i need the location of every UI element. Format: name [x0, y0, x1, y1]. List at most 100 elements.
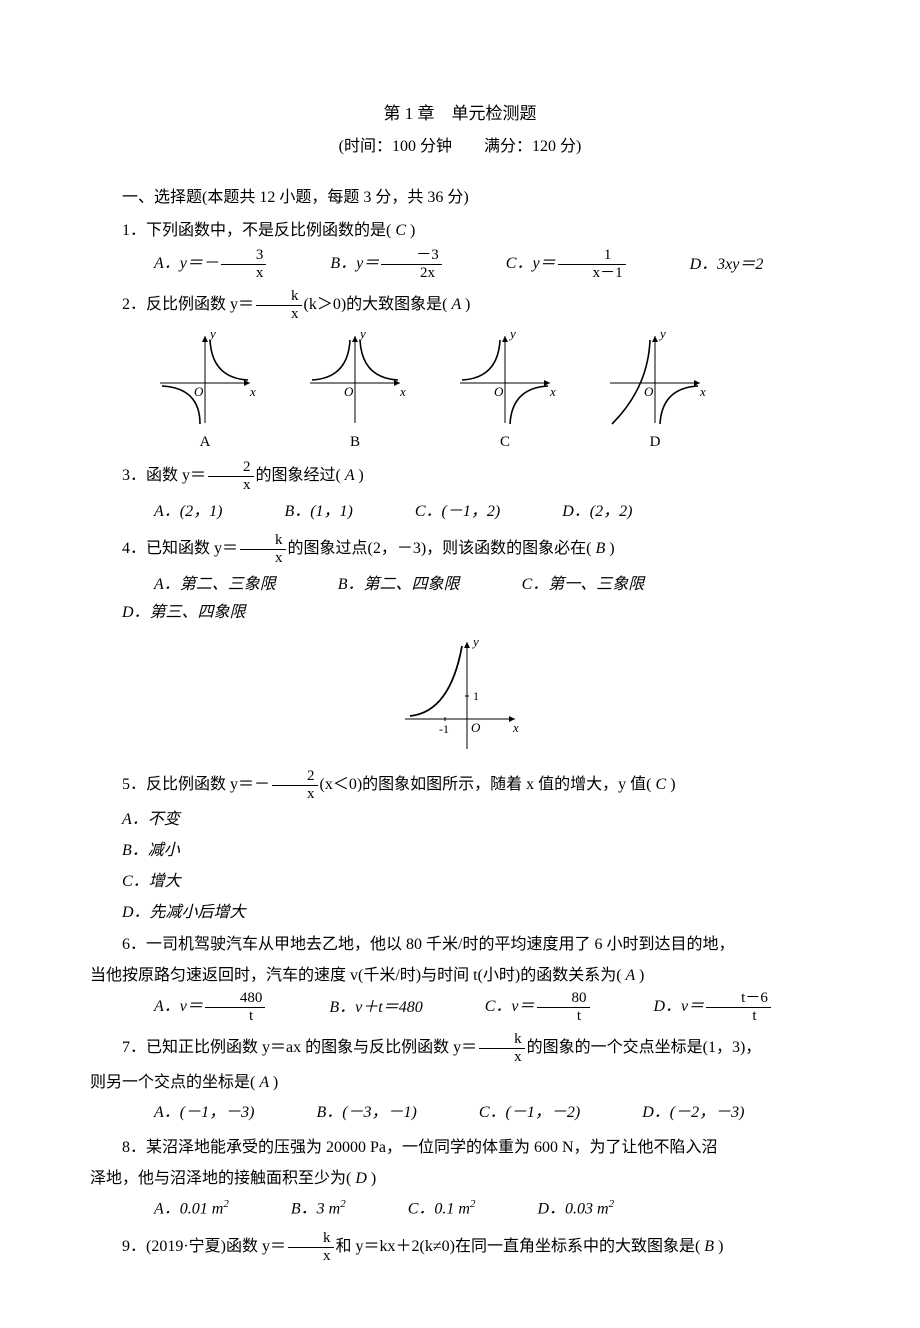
- q2-svg-b: y x O: [300, 328, 410, 428]
- q2-label-b: B: [300, 430, 410, 456]
- svg-text:y: y: [208, 328, 216, 341]
- q1-c-frac: 1x－1: [558, 248, 626, 281]
- q7-line2-pre: 则另一个交点的坐标是(: [90, 1074, 255, 1091]
- q6-line2-text: 当他按原路匀速返回时，汽车的速度 v(千米/时)与时间 t(小时)的函数关系为(: [90, 967, 622, 984]
- q8-line1: 8．某沼泽地能承受的压强为 20000 Pa，一位同学的体重为 600 N，为了…: [90, 1134, 830, 1161]
- q1-options: A．y＝－3x B．y＝－32x C．y＝1x－1 D．3xy＝2: [90, 248, 830, 281]
- q8-opt-a: A．0.01 m2: [122, 1195, 229, 1223]
- q6-opt-c: C．v＝80t: [453, 991, 592, 1024]
- q2-label-d: D: [600, 430, 710, 456]
- q8-options: A．0.01 m2 B．3 m2 C．0.1 m2 D．0.03 m2: [90, 1195, 830, 1223]
- q5-origin: O: [471, 720, 481, 735]
- q5-opt-c: C．增大: [90, 868, 830, 895]
- q5-opt-a: A．不变: [90, 806, 830, 833]
- q9-post: ): [718, 1238, 723, 1255]
- q6-options: A．v＝480t B．v＋t＝480 C．v＝80t D．v＝t－6t: [90, 991, 830, 1024]
- section-1-heading: 一、选择题(本题共 12 小题，每题 3 分，共 36 分): [90, 184, 830, 211]
- q5-opt-b: B．减小: [90, 837, 830, 864]
- q8-line2-pre: 泽地，他与沼泽地的接触面积至少为(: [90, 1170, 351, 1187]
- q5-ytick: 1: [473, 689, 479, 703]
- page-subtitle: (时间：100 分钟 满分：120 分): [90, 133, 830, 160]
- q4-opt-d: D．第三、四象限: [90, 599, 246, 626]
- q2-stem-pre: 2．反比例函数 y＝: [122, 297, 254, 314]
- q4-opt-a: A．第二、三象限: [122, 571, 276, 598]
- q1-opt-c: C．y＝1x－1: [474, 248, 628, 281]
- q2-graph-c: y x O C: [450, 328, 560, 456]
- q2-graph-d: y x O D: [600, 328, 710, 456]
- q3-opt-c: C．(－1，2): [383, 498, 500, 525]
- page-title: 第 1 章 单元检测题: [90, 100, 830, 129]
- svg-text:y: y: [358, 328, 366, 341]
- q6-opt-d: D．v＝t－6t: [622, 991, 773, 1024]
- q7-opt-a: A．(－1，－3): [122, 1099, 254, 1126]
- q1-b-frac: －32x: [381, 248, 442, 281]
- q5-stem-pre: 5．反比例函数 y＝－: [122, 776, 270, 793]
- q1-opt-b: B．y＝－32x: [298, 248, 443, 281]
- svg-text:O: O: [644, 384, 654, 399]
- q5-xtick: -1: [439, 722, 449, 736]
- q9-mid: 和 y＝kx＋2(k≠0)在同一直角坐标系中的大致图象是(: [336, 1238, 701, 1255]
- svg-text:y: y: [658, 328, 666, 341]
- q7-answer: A: [255, 1074, 272, 1091]
- q7-line1-pre: 7．已知正比例函数 y＝ax 的图象与反比例函数 y＝: [122, 1039, 477, 1056]
- q4-answer: B: [592, 540, 610, 557]
- q8-opt-b: B．3 m2: [259, 1195, 346, 1223]
- q5-answer: C: [652, 776, 671, 793]
- q2-graph-b: y x O B: [300, 328, 410, 456]
- q7-opt-d: D．(－2，－3): [610, 1099, 744, 1126]
- q4-stem-post: ): [609, 540, 614, 557]
- q4-opt-b: B．第二、四象限: [306, 571, 460, 598]
- q1-a-frac: 3x: [221, 248, 267, 281]
- q8-answer: D: [351, 1170, 371, 1187]
- q8-line2: 泽地，他与沼泽地的接触面积至少为( D ): [90, 1165, 830, 1192]
- q3-opt-d: D．(2，2): [530, 498, 632, 525]
- q2-stem-mid: (k＞0)的大致图象是(: [304, 297, 448, 314]
- q6-answer: A: [622, 967, 639, 984]
- q6-line2: 当他按原路匀速返回时，汽车的速度 v(千米/时)与时间 t(小时)的函数关系为(…: [90, 962, 830, 989]
- q6-post: ): [639, 967, 644, 984]
- q1-a-pre: A．y＝－: [154, 256, 219, 273]
- q5-ylabel: y: [471, 634, 479, 649]
- q5-frac: 2x: [272, 769, 318, 802]
- q7-opt-b: B．(－3，－1): [284, 1099, 416, 1126]
- q7-line2: 则另一个交点的坐标是( A ): [90, 1069, 830, 1096]
- q8-opt-d: D．0.03 m2: [505, 1195, 614, 1223]
- q1-b-pre: B．y＝: [330, 256, 379, 273]
- q3-answer: A: [341, 467, 358, 484]
- q5-figure: y x O -1 1: [90, 634, 830, 763]
- q7-options: A．(－1，－3) B．(－3，－1) C．(－1，－2) D．(－2，－3): [90, 1098, 830, 1126]
- q9-frac: kx: [288, 1231, 334, 1264]
- q1-stem: 1．下列函数中，不是反比例函数的是( C ): [90, 217, 830, 244]
- svg-text:x: x: [249, 384, 256, 399]
- q4-stem-pre: 4．已知函数 y＝: [122, 540, 238, 557]
- q3-opt-a: A．(2，1): [122, 498, 222, 525]
- q3-stem-post: ): [358, 467, 363, 484]
- q3-options: A．(2，1) B．(1，1) C．(－1，2) D．(2，2): [90, 497, 830, 525]
- svg-text:O: O: [194, 384, 204, 399]
- q6-opt-a: A．v＝480t: [122, 991, 267, 1024]
- q5-stem-mid: (x＜0)的图象如图所示，随着 x 值的增大，y 值(: [320, 776, 652, 793]
- q1-c-pre: C．y＝: [506, 256, 556, 273]
- q1-stem-post: ): [410, 222, 415, 239]
- q2-stem: 2．反比例函数 y＝kx(k＞0)的大致图象是( A ): [90, 289, 830, 322]
- q9-answer: B: [700, 1238, 718, 1255]
- q1-opt-a: A．y＝－3x: [122, 248, 268, 281]
- q4-frac: kx: [240, 533, 286, 566]
- q2-graphs: y x O A y x O B: [150, 328, 830, 456]
- q2-svg-d: y x O: [600, 328, 710, 428]
- q2-graph-a: y x O A: [150, 328, 260, 456]
- q2-frac: kx: [256, 289, 302, 322]
- q5-xlabel: x: [512, 720, 519, 735]
- q7-frac: kx: [479, 1032, 525, 1065]
- svg-text:x: x: [549, 384, 556, 399]
- q7-line1-post: 的图象的一个交点坐标是(1，3)，: [527, 1039, 762, 1056]
- q7-line2-post: ): [273, 1074, 278, 1091]
- q4-stem: 4．已知函数 y＝kx的图象过点(2，－3)，则该函数的图象必在( B ): [90, 533, 830, 566]
- q5-stem-post: ): [670, 776, 675, 793]
- q9-stem: 9．(2019·宁夏)函数 y＝kx和 y＝kx＋2(k≠0)在同一直角坐标系中…: [90, 1231, 830, 1264]
- q2-svg-a: y x O: [150, 328, 260, 428]
- q2-label-c: C: [450, 430, 560, 456]
- q5-svg: y x O -1 1: [395, 634, 525, 754]
- q9-pre: 9．(2019·宁夏)函数 y＝: [122, 1238, 286, 1255]
- q7-line1: 7．已知正比例函数 y＝ax 的图象与反比例函数 y＝kx的图象的一个交点坐标是…: [90, 1032, 830, 1065]
